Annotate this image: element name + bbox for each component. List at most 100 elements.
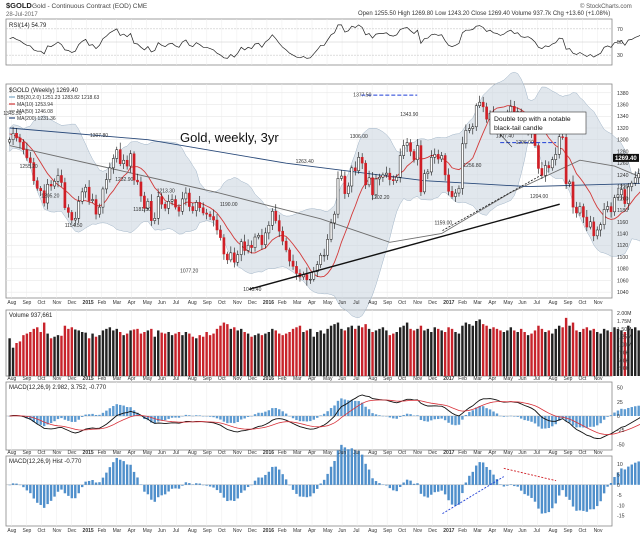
volume-tick-7: 250K	[617, 366, 630, 372]
price-label-3: 1154.50	[65, 223, 83, 229]
candle-body	[246, 244, 250, 251]
hist-bar	[620, 468, 623, 485]
hist-bar	[492, 474, 495, 485]
candle-body	[374, 178, 378, 196]
x-label-0-27: Nov	[413, 300, 422, 306]
macd-hist-bar	[67, 416, 70, 421]
volume-bar	[364, 324, 367, 376]
macd-hist-bar	[354, 400, 357, 416]
symbol-title: $GOLD	[6, 1, 32, 10]
x-label-1-27: Nov	[413, 376, 422, 382]
volume-bar	[634, 327, 637, 376]
volume-bar	[347, 327, 350, 376]
hist-bar	[495, 479, 499, 485]
macd-hist-bar	[433, 416, 436, 420]
x-label-1-0: Aug	[7, 376, 16, 382]
volume-bar	[253, 335, 257, 376]
candle-body	[291, 260, 295, 267]
x-label-1-24: Aug	[368, 376, 377, 382]
candle-body	[561, 136, 564, 138]
volume-bar	[571, 322, 575, 376]
x-label-2-34: Jun	[518, 450, 526, 456]
x-label-2-8: Apr	[128, 450, 136, 456]
hist-bar	[385, 484, 388, 486]
x-label-1-7: Mar	[113, 376, 122, 382]
volume-bar	[485, 325, 488, 376]
last-price-value: 1269.40	[615, 156, 637, 162]
x-label-2-38: Oct	[579, 450, 587, 456]
x-label-1-11: Jul	[173, 376, 179, 382]
volume-bar	[42, 322, 46, 376]
hist-bar	[464, 482, 468, 485]
hist-bar	[188, 483, 191, 485]
price-tick-1: 1360	[617, 103, 629, 109]
macd-hist-bar	[519, 416, 523, 419]
rsi-series	[9, 24, 640, 59]
candle-body	[627, 186, 630, 204]
x-label-1-35: Jul	[533, 376, 539, 382]
candle-body	[457, 188, 461, 194]
volume-bar	[122, 335, 125, 376]
x-label-3-30: Feb	[458, 528, 467, 534]
candle-body	[295, 266, 298, 274]
volume-bar	[56, 335, 60, 376]
x-label-2-5: 2015	[83, 450, 94, 456]
inner-support-trendline	[442, 174, 542, 231]
hist-bar	[215, 484, 219, 491]
volume-bar	[568, 325, 571, 376]
hist-bar	[575, 484, 578, 511]
volume-bar	[623, 332, 627, 376]
hist-bar	[481, 462, 485, 485]
volume-bar	[388, 335, 392, 376]
x-label-0-8: Apr	[128, 300, 136, 306]
hist-bar	[340, 444, 343, 485]
hist-bar	[516, 484, 519, 487]
x-label-0-11: Jul	[173, 300, 179, 306]
x-label-2-16: Dec	[248, 450, 257, 456]
volume-bar	[160, 332, 163, 376]
volume-bar	[167, 332, 170, 376]
candle-body	[426, 171, 430, 174]
x-label-0-24: Aug	[368, 300, 377, 306]
hist-tick-3: -5	[617, 493, 622, 499]
macd-hist-bar	[53, 416, 56, 422]
candle-body	[329, 222, 333, 240]
volume-bar	[609, 332, 613, 376]
macd-hist-bar	[70, 416, 74, 422]
volume-bar	[561, 327, 564, 376]
x-label-1-8: Apr	[128, 376, 136, 382]
volume-tick-5: 750K	[617, 350, 630, 356]
legend-entry-2: MA(50) 1246.08	[17, 109, 53, 115]
macd-hist-bar	[188, 415, 191, 416]
macd-hist-bar	[312, 416, 315, 420]
candle-body	[364, 162, 367, 186]
macd-hist-bar	[388, 416, 392, 418]
candle-body	[478, 101, 482, 106]
hist-bar	[623, 469, 627, 485]
x-label-2-4: Dec	[68, 450, 77, 456]
price-label-15: 1343.90	[400, 112, 418, 118]
candle-body	[630, 182, 634, 187]
volume-bar	[219, 325, 222, 376]
price-legend: BB(20,2.0) 1251.23 1283.82 1218.63MA(10)…	[9, 95, 100, 122]
volume-bar	[15, 343, 18, 376]
hist-bar	[80, 484, 84, 488]
volume-bar	[336, 322, 340, 376]
macd-hist-bar	[502, 416, 506, 417]
hist-bar	[405, 479, 409, 485]
volume-bar	[409, 328, 412, 376]
macd-hist-bar	[364, 406, 367, 416]
macd-hist-bar	[257, 412, 260, 416]
volume-bar	[461, 325, 464, 376]
legend-entry-1: MA(10) 1253.94	[17, 102, 53, 108]
candle-body	[136, 179, 139, 183]
hist-bar	[637, 461, 640, 485]
x-label-0-0: Aug	[7, 300, 16, 306]
macd-hist-bar	[589, 416, 592, 427]
candle-body	[371, 177, 374, 196]
x-label-0-21: May	[323, 300, 333, 306]
hist-bar	[32, 484, 36, 499]
x-label-0-9: May	[143, 300, 153, 306]
hist-bar	[157, 484, 160, 498]
hist-bar	[222, 484, 226, 498]
